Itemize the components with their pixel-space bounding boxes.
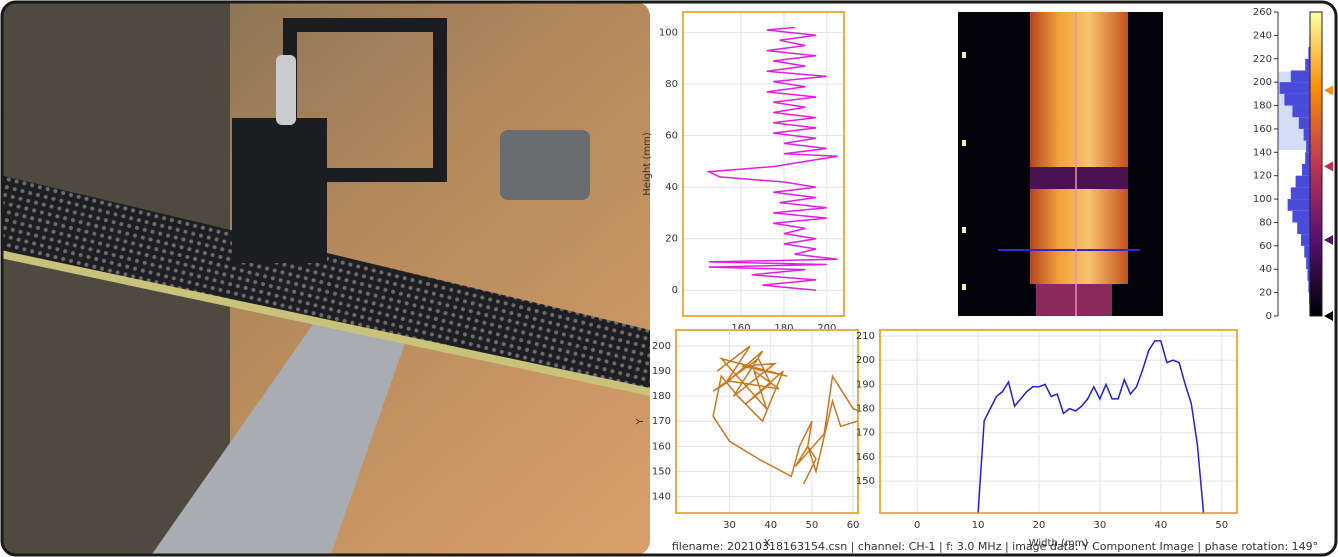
level-marker (1324, 161, 1333, 172)
level-marker (1324, 235, 1333, 245)
hist-bar (1295, 175, 1310, 188)
x-tick-label: 10 (972, 520, 985, 531)
data-line (712, 345, 858, 485)
y-tick-label: 60 (1259, 241, 1272, 252)
y-tick-label: 150 (652, 466, 671, 477)
hist-bar (1308, 280, 1310, 293)
y-tick-label: 0 (1266, 311, 1272, 322)
y-tick-label: 80 (1259, 217, 1272, 228)
y-tick-label: 190 (856, 379, 875, 390)
y-tick-label: 200 (1253, 77, 1272, 88)
y-tick-label: 170 (856, 428, 875, 439)
hist-bar (1306, 140, 1310, 153)
y-tick-label: 0 (672, 285, 678, 296)
x-tick-label: 40 (764, 520, 777, 531)
photo (2, 2, 650, 555)
plot-frame (682, 11, 845, 317)
level-marker (1324, 85, 1333, 96)
x-tick-label: 50 (806, 520, 819, 531)
y-tick-label: 180 (652, 391, 671, 402)
y-tick-label: 200 (652, 341, 671, 352)
level-marker (1324, 311, 1333, 321)
y-tick-label: 60 (665, 131, 678, 142)
footer: filename: 20210318163154.csn | channel: … (672, 540, 1318, 553)
hist-bar (1290, 70, 1310, 83)
y-tick-label: 170 (652, 416, 671, 427)
x-tick-label: 50 (1215, 520, 1228, 531)
x-tick-label: 60 (847, 520, 860, 531)
y-axis-label: Height (mm) (642, 132, 653, 196)
x-axis-label: X (764, 538, 771, 549)
hist-bar (1292, 210, 1310, 223)
y-tick-label: 180 (856, 404, 875, 415)
hist-bar (1279, 82, 1310, 94)
y-tick-label: 40 (665, 182, 678, 193)
hist-bar (1297, 222, 1310, 235)
y-axis-label: Y (635, 418, 646, 426)
hist-bar (1305, 58, 1310, 71)
hist-bar (1306, 257, 1310, 270)
x-tick-label: 20 (1033, 520, 1046, 531)
y-tick-label: 240 (1253, 30, 1272, 41)
y-tick-label: 140 (652, 491, 671, 502)
y-tick-label: 120 (1253, 171, 1272, 182)
x-tick-label: 0 (914, 520, 920, 531)
y-tick-label: 210 (856, 331, 875, 342)
hist-bar (1308, 47, 1310, 59)
y-tick-label: 20 (1259, 288, 1272, 299)
hist-bar (1292, 105, 1310, 118)
y-tick-label: 200 (856, 355, 875, 366)
y-tick-label: 160 (856, 452, 875, 463)
hist-bar (1301, 234, 1310, 246)
hist-bar (1305, 152, 1310, 164)
y-tick-label: 160 (652, 441, 671, 452)
hist-bar (1284, 93, 1310, 106)
y-tick-label: 160 (1253, 124, 1272, 135)
y-tick-label: 260 (1253, 7, 1272, 18)
y-tick-label: 190 (652, 366, 671, 377)
plot-frame (879, 329, 1238, 514)
y-tick-label: 100 (1253, 194, 1272, 205)
thermal-image (958, 12, 1163, 316)
x-tick-label: 30 (723, 520, 736, 531)
x-tick-label: 160 (731, 323, 750, 334)
data-line (705, 26, 838, 291)
y-tick-label: 40 (1259, 264, 1272, 275)
x-tick-label: 40 (1154, 520, 1167, 531)
hist-bar (1307, 269, 1310, 281)
hist-bar (1302, 164, 1310, 176)
colorbar (1309, 11, 1323, 317)
hist-bar (1298, 117, 1310, 129)
x-tick-label: 180 (774, 323, 793, 334)
y-tick-label: 140 (1253, 147, 1272, 158)
y-tick-label: 80 (665, 79, 678, 90)
x-tick-label: 30 (1094, 520, 1107, 531)
y-tick-label: 220 (1253, 54, 1272, 65)
y-tick-label: 100 (659, 28, 678, 39)
hist-bar (1287, 199, 1310, 211)
x-axis-label: Width (mm) (1029, 538, 1089, 549)
hist-bar (1303, 128, 1310, 141)
x-tick-label: 200 (817, 323, 836, 334)
hist-bar (1290, 187, 1310, 200)
data-line (977, 340, 1205, 513)
y-tick-label: 150 (856, 476, 875, 487)
hist-bar (1304, 245, 1310, 258)
y-tick-label: 20 (665, 234, 678, 245)
y-tick-label: 180 (1253, 101, 1272, 112)
